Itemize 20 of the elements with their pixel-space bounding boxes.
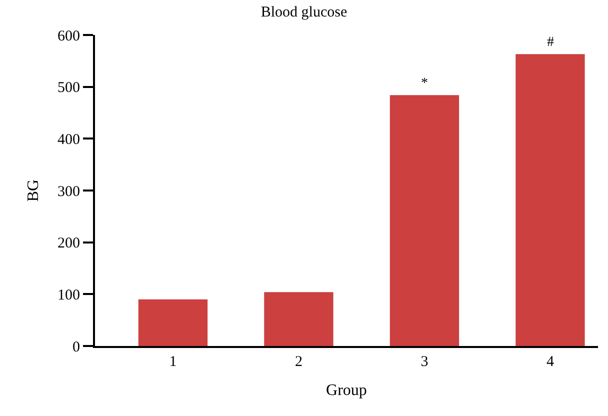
y-tick-label: 400 <box>58 132 80 148</box>
bar <box>516 54 585 346</box>
x-tick-label: 2 <box>294 354 302 370</box>
y-tick-label: 600 <box>58 28 80 44</box>
y-tick-label: 500 <box>58 80 80 96</box>
y-tick-label: 0 <box>72 339 80 356</box>
x-axis-title: Group <box>326 382 367 400</box>
x-tick-label: 1 <box>169 354 177 370</box>
bar <box>138 299 208 346</box>
y-tick-label: 300 <box>58 184 80 200</box>
annotation: * <box>421 76 428 91</box>
x-tick-label: 4 <box>546 354 554 370</box>
chart-title: Blood glucose <box>260 4 348 21</box>
y-tick-label: 100 <box>58 287 80 304</box>
bar <box>264 292 334 346</box>
annotation: # <box>547 35 554 50</box>
y-tick-label: 200 <box>58 236 80 252</box>
bar <box>390 95 460 346</box>
x-tick-label: 3 <box>420 354 428 370</box>
y-axis-title: BG <box>24 178 42 202</box>
